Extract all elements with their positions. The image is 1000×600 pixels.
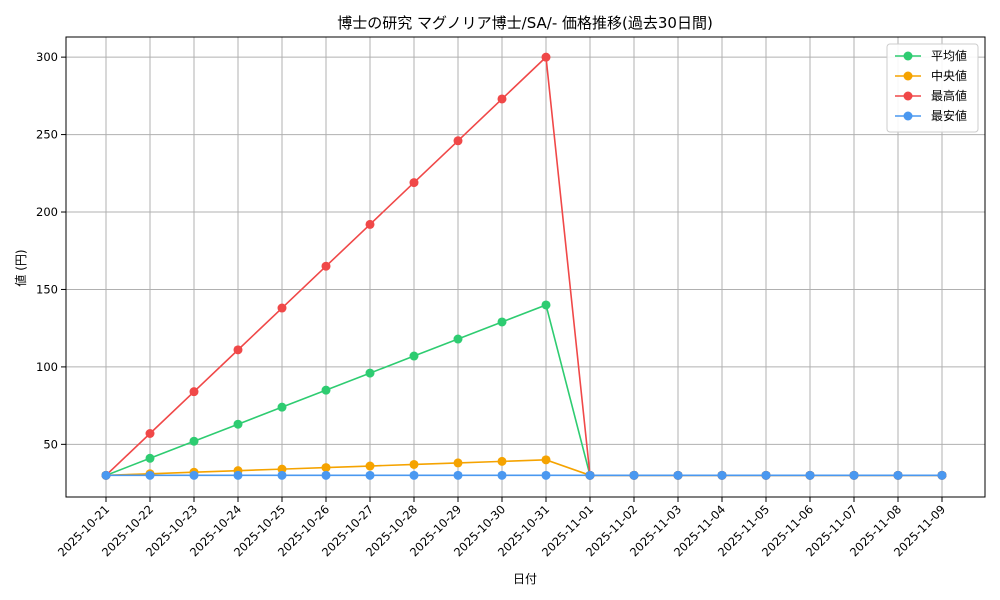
data-point	[277, 470, 287, 480]
data-point	[189, 436, 199, 446]
data-point	[453, 458, 463, 468]
legend-label: 最高値	[931, 88, 967, 103]
data-point	[541, 52, 551, 62]
data-point	[717, 470, 727, 480]
data-point	[409, 459, 419, 469]
data-point	[189, 387, 199, 397]
y-tick-label: 50	[43, 437, 58, 451]
data-point	[365, 470, 375, 480]
data-point	[277, 303, 287, 313]
data-point	[585, 470, 595, 480]
data-point	[365, 368, 375, 378]
data-point	[409, 178, 419, 188]
data-point	[321, 261, 331, 271]
y-tick-label: 200	[36, 205, 58, 219]
data-point	[497, 317, 507, 327]
data-point	[541, 470, 551, 480]
data-point	[365, 461, 375, 471]
data-point	[145, 453, 155, 463]
series-line	[105, 459, 942, 477]
data-point	[761, 470, 771, 480]
legend-swatch-marker	[903, 71, 913, 81]
series-lines	[101, 52, 947, 480]
series-line	[105, 55, 942, 477]
y-tick-label: 250	[36, 128, 58, 142]
data-point	[893, 470, 903, 480]
data-point	[189, 470, 199, 480]
data-point	[629, 470, 639, 480]
data-point	[321, 470, 331, 480]
legend-swatch-marker	[903, 51, 913, 61]
data-point	[849, 470, 859, 480]
legend-label: 最安値	[931, 108, 967, 123]
data-point	[497, 94, 507, 104]
data-point	[805, 470, 815, 480]
data-point	[453, 470, 463, 480]
legend-swatch-marker	[903, 91, 913, 101]
axis-ticks: 2025-10-212025-10-222025-10-232025-10-24…	[36, 50, 948, 559]
data-point	[453, 334, 463, 344]
data-point	[321, 463, 331, 473]
data-point	[321, 385, 331, 395]
data-point	[233, 419, 243, 429]
data-point	[101, 470, 111, 480]
data-point	[497, 456, 507, 466]
y-tick-label: 300	[36, 50, 58, 64]
data-point	[673, 470, 683, 480]
data-point	[277, 402, 287, 412]
data-point	[937, 470, 947, 480]
data-point	[453, 136, 463, 146]
data-point	[541, 455, 551, 465]
legend-label: 中央値	[931, 68, 967, 83]
legend-box	[886, 43, 979, 133]
grid-lines	[66, 37, 985, 497]
y-tick-label: 100	[36, 360, 58, 374]
legend-label: 平均値	[931, 48, 967, 63]
chart-title: 博士の研究 マグノリア博士/SA/- 価格推移(過去30日間)	[337, 14, 713, 32]
data-point	[365, 219, 375, 229]
data-point	[541, 300, 551, 310]
x-axis-label: 日付	[513, 572, 537, 586]
legend-swatch-marker	[903, 111, 913, 121]
series-line	[105, 303, 942, 477]
data-point	[277, 464, 287, 474]
data-point	[233, 345, 243, 355]
y-tick-label: 150	[36, 282, 58, 296]
data-point	[145, 470, 155, 480]
data-point	[145, 428, 155, 438]
data-point	[233, 470, 243, 480]
y-axis-label: 値 (円)	[13, 249, 28, 286]
data-point	[497, 470, 507, 480]
plot-frame	[65, 36, 986, 498]
data-point	[409, 351, 419, 361]
data-point	[409, 470, 419, 480]
